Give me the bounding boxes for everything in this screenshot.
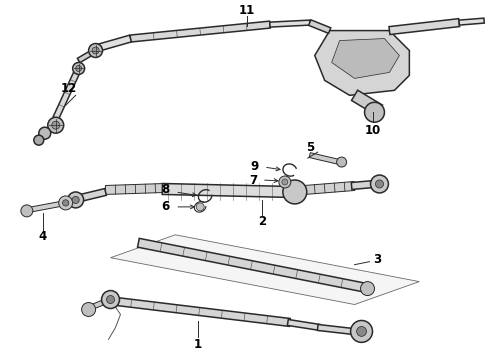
Circle shape [283, 180, 307, 204]
Text: 2: 2 [258, 215, 266, 228]
Circle shape [279, 176, 291, 188]
Circle shape [350, 320, 372, 342]
Polygon shape [270, 20, 310, 27]
Circle shape [73, 62, 85, 75]
Polygon shape [77, 48, 97, 63]
Polygon shape [309, 20, 331, 33]
Polygon shape [459, 18, 484, 25]
Text: 6: 6 [161, 201, 170, 213]
Circle shape [365, 102, 385, 122]
Circle shape [357, 327, 367, 336]
Polygon shape [309, 153, 340, 165]
Text: 7: 7 [249, 174, 257, 186]
Circle shape [39, 127, 51, 139]
Text: 1: 1 [194, 338, 202, 351]
Polygon shape [162, 184, 290, 197]
Polygon shape [68, 197, 81, 204]
Circle shape [59, 196, 73, 210]
Polygon shape [105, 184, 166, 194]
Polygon shape [108, 297, 290, 327]
Text: 12: 12 [61, 82, 77, 95]
Circle shape [370, 175, 389, 193]
Polygon shape [80, 189, 106, 201]
Circle shape [63, 200, 69, 206]
Polygon shape [90, 297, 111, 310]
Polygon shape [130, 21, 270, 42]
Circle shape [361, 282, 374, 296]
Circle shape [68, 192, 84, 208]
Polygon shape [53, 67, 81, 120]
Circle shape [48, 117, 64, 133]
Circle shape [89, 44, 102, 58]
Text: 4: 4 [39, 230, 47, 243]
Text: 10: 10 [365, 124, 381, 137]
Circle shape [101, 291, 120, 309]
Polygon shape [318, 324, 353, 334]
Polygon shape [351, 90, 383, 116]
Polygon shape [28, 202, 61, 212]
Circle shape [92, 47, 99, 54]
Circle shape [106, 296, 115, 303]
Circle shape [282, 179, 288, 185]
Polygon shape [287, 319, 320, 330]
Text: 5: 5 [306, 141, 314, 154]
Text: 3: 3 [373, 253, 382, 266]
Circle shape [82, 302, 96, 316]
Polygon shape [138, 238, 366, 292]
Circle shape [337, 157, 346, 167]
Circle shape [52, 121, 60, 129]
Circle shape [75, 66, 82, 71]
Polygon shape [111, 235, 419, 305]
Circle shape [196, 203, 204, 211]
Polygon shape [389, 19, 460, 35]
Text: 11: 11 [239, 4, 255, 17]
Polygon shape [315, 31, 409, 95]
Text: 8: 8 [161, 184, 170, 197]
Polygon shape [37, 124, 57, 141]
Polygon shape [332, 39, 399, 78]
Circle shape [375, 180, 384, 188]
Polygon shape [304, 181, 355, 194]
Circle shape [72, 196, 79, 203]
Circle shape [34, 135, 44, 145]
Circle shape [21, 205, 33, 217]
Polygon shape [95, 35, 131, 52]
Polygon shape [351, 180, 375, 189]
Text: 9: 9 [251, 159, 259, 172]
